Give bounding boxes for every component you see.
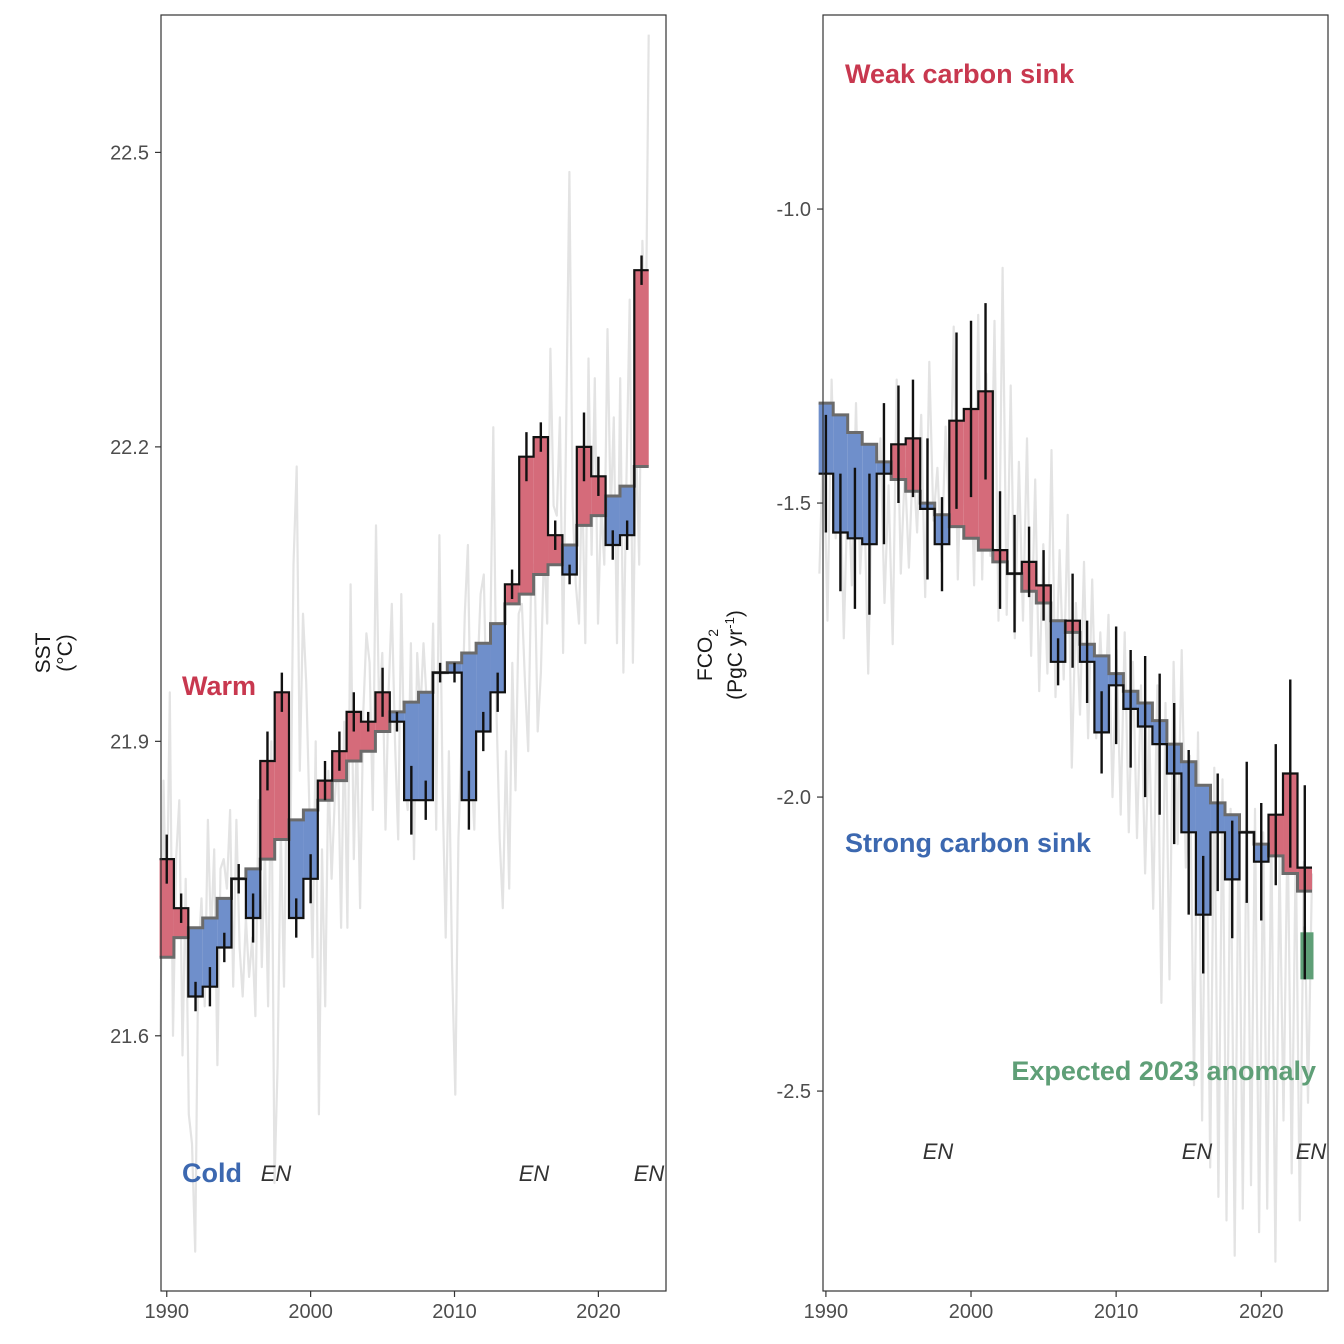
- sst-baseline-step: [159, 465, 649, 959]
- sst-x-tick-label-1990: 1990: [145, 1301, 190, 1323]
- fco2-ylabel-subscript: 2: [705, 629, 721, 637]
- sst-fill-1993: [202, 918, 218, 987]
- fco2-en-label-2023: EN: [1296, 1139, 1327, 1164]
- sst-x-tick-label-2000: 2000: [288, 1301, 333, 1323]
- fco2-annual-step: [818, 390, 1312, 916]
- sst-annotation-cold: Cold: [182, 1158, 242, 1188]
- sst-fill-2016: [533, 437, 549, 575]
- fco2-ylabel-text: FCO: [694, 637, 717, 681]
- fco2-fill-2016: [1195, 785, 1211, 915]
- sst-fill-2022: [619, 486, 635, 536]
- sst-x-tick-label-2010: 2010: [432, 1301, 477, 1323]
- fco2-error-bars: [824, 303, 1306, 974]
- fco2-y-tick-label-2: -1.5: [777, 493, 811, 515]
- sst-fill-2013: [490, 623, 505, 693]
- sst-fill-2008: [418, 692, 433, 801]
- sst-plot-frame: [160, 14, 667, 1292]
- sst-fill-1998: [274, 692, 290, 840]
- fco2-monthly-line: [818, 266, 1314, 1263]
- fco2-annotation-expected: Expected 2023 anomaly: [1011, 1056, 1316, 1086]
- fco2-plot-frame: [822, 14, 1329, 1292]
- sst-y-tick-label-0: 21.6: [110, 1026, 149, 1048]
- sst-en-label-2023: EN: [634, 1161, 665, 1186]
- fco2-ylabel-unit-post: ): [724, 610, 747, 617]
- sst-fill-1992: [188, 927, 203, 997]
- sst-axes: 1990 2000 2010 2020 21.6 21.9 22.2 22.5: [110, 142, 621, 1323]
- sst-fill-2012: [476, 643, 491, 732]
- fco2-monthly-trace: [818, 266, 1314, 1263]
- fco2-en-label-1997: EN: [923, 1139, 954, 1164]
- sst-fill-2019: [576, 446, 592, 526]
- fco2-panel: 1990 2000 2010 2020 -2.5 -2.0 -1.5 -1.0 Weak ca…: [694, 14, 1329, 1323]
- sst-fill-2003: [346, 711, 361, 761]
- fco2-annual-steps: [818, 390, 1312, 916]
- sst-y-tick-label-1: 21.9: [110, 731, 149, 753]
- fco2-y-axis-title: FCO2 (PgC yr-1): [694, 610, 747, 700]
- fco2-en-label-2015: EN: [1182, 1139, 1213, 1164]
- sst-error-bars: [165, 255, 643, 1012]
- sst-fill-2015: [519, 456, 534, 595]
- fco2-y-tick-label-0: -2.5: [777, 1081, 811, 1103]
- sst-fill-1997: [260, 760, 275, 860]
- sst-fill-2018: [562, 545, 577, 575]
- fco2-ylabel-main: FCO2: [694, 629, 721, 681]
- sst-anomaly-fills: [159, 270, 649, 997]
- sst-y-tick-label-3: 22.5: [110, 142, 149, 164]
- fco2-ylabel-unit: (PgC yr-1): [722, 610, 747, 700]
- sst-ylabel-main: SST: [32, 632, 55, 673]
- fco2-annotation-strong: Strong carbon sink: [845, 828, 1092, 858]
- sst-en-label-1997: EN: [261, 1161, 292, 1186]
- fco2-x-tick-label-2000: 2000: [949, 1301, 994, 1323]
- fco2-y-tick-label-1: -2.0: [777, 787, 811, 809]
- sst-fill-1990: [159, 859, 174, 958]
- fco2-axes: 1990 2000 2010 2020 -2.5 -2.0 -1.5 -1.0: [777, 199, 1284, 1323]
- sst-y-axis-title: SST (°C): [32, 632, 77, 673]
- fco2-expected-box: [1300, 932, 1314, 980]
- sst-monthly-line: [159, 34, 650, 1253]
- sst-en-label-2015: EN: [519, 1161, 550, 1186]
- sst-fill-2004: [360, 721, 376, 752]
- sst-fill-2011: [461, 653, 477, 801]
- sst-fill-2000: [303, 810, 318, 879]
- sst-monthly-trace: [159, 34, 650, 1253]
- sst-annotation-warm: Warm: [182, 671, 256, 701]
- sst-fill-2021: [605, 495, 620, 546]
- sst-baseline: [159, 465, 649, 959]
- sst-fill-2023: [634, 270, 649, 467]
- sst-x-tick-label-2020: 2020: [576, 1301, 621, 1323]
- sst-panel: 1990 2000 2010 2020 21.6 21.9 22.2 22.5 Warm Co…: [32, 14, 667, 1323]
- fco2-x-tick-label-2010: 2010: [1094, 1301, 1139, 1323]
- sst-fill-2007: [404, 702, 419, 801]
- fco2-y-tick-label-3: -1.0: [777, 199, 811, 221]
- sst-ylabel-unit: (°C): [54, 634, 77, 672]
- fco2-x-tick-label-2020: 2020: [1239, 1301, 1284, 1323]
- sst-y-tick-label-2: 22.2: [110, 437, 149, 459]
- fco2-expected-2023: [1300, 926, 1314, 980]
- sst-fill-1999: [289, 819, 304, 919]
- fco2-x-tick-label-1990: 1990: [804, 1301, 849, 1323]
- sst-fill-1994: [217, 898, 232, 948]
- fco2-ylabel-unit-sup: -1: [722, 617, 737, 629]
- fco2-ylabel-unit-pre: (PgC yr: [724, 629, 747, 700]
- fco2-annotation-weak: Weak carbon sink: [845, 59, 1075, 89]
